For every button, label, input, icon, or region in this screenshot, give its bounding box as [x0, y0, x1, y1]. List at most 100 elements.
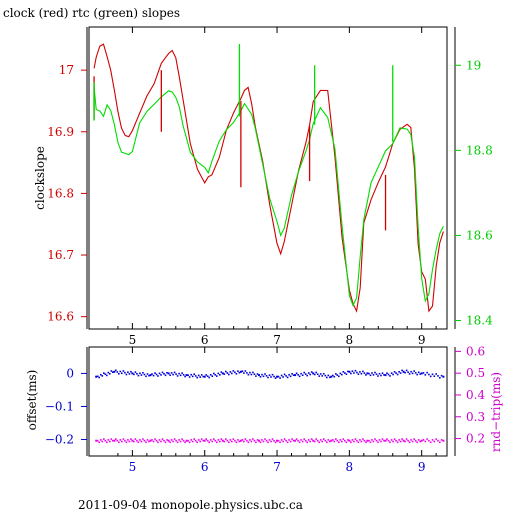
series-point-rndtrip [256, 439, 259, 441]
series-point-offset [411, 372, 414, 375]
series-point-offset [211, 375, 214, 377]
series-point-offset [353, 372, 355, 374]
series-point-rndtrip [157, 441, 159, 444]
series-point-offset [184, 375, 186, 378]
series-point-rndtrip [232, 438, 235, 440]
series-point-offset [243, 372, 245, 374]
bottom-plot-frame [88, 346, 448, 457]
series-point-rndtrip [381, 438, 384, 440]
series-point-rndtrip [407, 439, 409, 442]
series-point-offset [258, 374, 260, 377]
series-point-rndtrip [121, 440, 123, 443]
series-point-offset [318, 375, 320, 377]
series-point-offset [246, 372, 248, 374]
y2-tick-label: 0.6 [466, 344, 485, 358]
series-point-offset [369, 374, 372, 377]
series-point-rndtrip [239, 439, 242, 442]
series-point-rndtrip [133, 440, 135, 443]
series-point-offset [350, 372, 352, 375]
series-point-rndtrip [348, 439, 351, 442]
series-point-offset [375, 373, 378, 375]
series-point-offset [307, 372, 310, 374]
y2-tick-label: 0.4 [466, 388, 485, 402]
series-point-rndtrip [237, 439, 239, 441]
series-point-offset [354, 369, 357, 372]
y2-tick-label: 18.6 [466, 228, 493, 242]
series-point-offset [193, 373, 195, 375]
series-point-rndtrip [243, 440, 245, 443]
series-point-offset [213, 372, 215, 375]
series-point-offset [140, 374, 143, 376]
series-point-offset [100, 373, 102, 376]
series-point-offset [115, 369, 117, 372]
series-point-rndtrip [318, 441, 320, 444]
series-point-rndtrip [146, 439, 149, 441]
series-point-offset [185, 374, 188, 377]
series-point-rndtrip [158, 439, 161, 441]
series-point-offset [300, 372, 302, 375]
series-point-offset [238, 371, 241, 374]
series-point-rndtrip [309, 440, 311, 443]
series-point-offset [274, 377, 277, 379]
series-point-offset [229, 371, 232, 373]
series-point-offset [139, 372, 141, 375]
series-point-offset [209, 374, 212, 376]
series-point-offset [127, 371, 129, 373]
series-point-offset [310, 371, 313, 373]
series-point-rndtrip [428, 439, 430, 442]
series-point-offset [237, 370, 239, 372]
series-point-rndtrip [395, 439, 397, 442]
series-point-offset [264, 373, 266, 375]
series-point-offset [277, 375, 280, 378]
series-point-offset [359, 371, 361, 373]
series-point-rndtrip [374, 438, 376, 440]
series-point-rndtrip [139, 439, 141, 441]
series-point-rndtrip [101, 440, 104, 443]
bottom-right-y-ticks: 0.2 0.3 0.4 0.5 0.6 [455, 344, 485, 446]
series-point-rndtrip [98, 441, 100, 444]
x-tick-label: 7 [273, 333, 281, 347]
series-point-offset [155, 373, 158, 376]
series-point-offset [332, 374, 334, 377]
series-point-offset [384, 374, 387, 377]
series-point-rndtrip [188, 441, 191, 444]
series-point-rndtrip [277, 439, 280, 442]
series-line-rtc [93, 87, 444, 307]
series-point-rndtrip [368, 439, 370, 442]
series-point-offset [360, 372, 363, 375]
series-point-rndtrip [332, 439, 334, 441]
series-point-rndtrip [283, 438, 286, 440]
series-point-offset [339, 372, 342, 375]
series-point-rndtrip [226, 439, 229, 442]
series-point-offset [374, 371, 376, 374]
series-point-rndtrip [196, 441, 198, 444]
series-point-rndtrip [109, 440, 111, 443]
series-point-offset [214, 374, 217, 376]
y-tick-label: 17 [59, 63, 74, 77]
series-point-rndtrip [439, 441, 441, 444]
series-point-rndtrip [145, 441, 147, 444]
series-point-rndtrip [344, 439, 346, 442]
series-point-rndtrip [351, 439, 354, 441]
series-point-rndtrip [292, 439, 295, 442]
series-point-rndtrip [103, 438, 105, 440]
series-point-rndtrip [142, 438, 144, 440]
series-point-offset [173, 371, 176, 374]
series-point-rndtrip [261, 439, 263, 441]
series-point-rndtrip [319, 439, 322, 441]
series-point-rndtrip [264, 438, 266, 440]
series-point-rndtrip [300, 439, 302, 441]
series-point-offset [380, 374, 382, 377]
series-point-rndtrip [182, 439, 185, 442]
series-point-offset [220, 371, 223, 373]
series-point-offset [356, 371, 358, 374]
series-point-rndtrip [402, 439, 405, 442]
series-point-rndtrip [125, 441, 128, 444]
series-point-rndtrip [342, 438, 345, 440]
series-point-rndtrip [273, 439, 275, 442]
series-point-rndtrip [387, 439, 390, 442]
series-point-offset [291, 373, 293, 375]
x-tick-label: 5 [129, 460, 137, 474]
series-point-rndtrip [377, 441, 379, 444]
series-point-rndtrip [161, 438, 164, 440]
